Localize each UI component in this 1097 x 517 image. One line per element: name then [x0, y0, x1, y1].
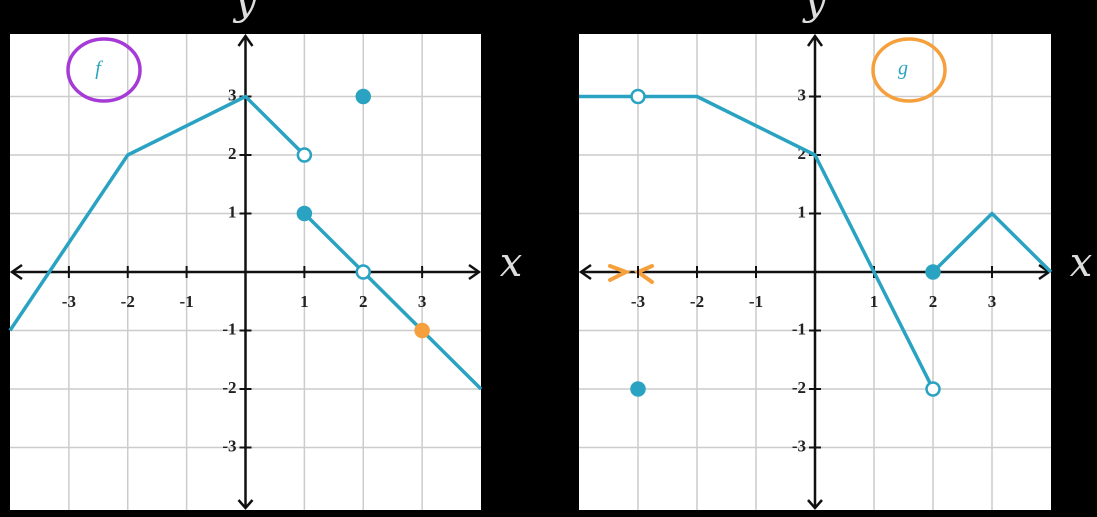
label-circle	[66, 37, 142, 103]
open-point	[630, 88, 646, 105]
function-line	[8, 94, 306, 332]
y-tick-label: 1	[228, 202, 237, 221]
x-tick-label: 1	[300, 292, 309, 311]
closed-point	[925, 264, 941, 280]
x-tick-label: -2	[690, 292, 704, 311]
x-tick-label: -3	[62, 292, 76, 311]
y-tick-label: -3	[792, 436, 806, 455]
closed-point	[296, 205, 313, 222]
y-tick-label: -2	[222, 378, 236, 397]
y-tick-label: -3	[222, 436, 236, 455]
y-tick-label: 1	[798, 202, 807, 221]
x-tick-label: -2	[121, 292, 135, 311]
y-tick-label: 2	[798, 144, 807, 163]
x-tick-label: 1	[870, 292, 879, 311]
x-tick-label: 3	[988, 292, 997, 311]
function-line	[931, 211, 1053, 274]
function-label: g	[898, 58, 908, 80]
y-axis-label: y	[232, 0, 258, 24]
x-tick-label: 3	[418, 292, 427, 311]
closed-point	[414, 322, 430, 339]
y-tick-label: 3	[798, 85, 807, 104]
y-tick-label: 3	[228, 85, 237, 104]
y-tick-label: -1	[222, 319, 236, 338]
x-tick-label: -1	[749, 292, 763, 311]
y-axis-label: y	[802, 0, 828, 24]
open-point	[925, 381, 941, 397]
open-point	[355, 264, 371, 280]
y-tick-label: -1	[792, 319, 806, 338]
x-tick-label: -3	[631, 292, 645, 311]
closed-point	[355, 88, 371, 105]
x-tick-label: 2	[929, 292, 938, 311]
function-label: f	[95, 58, 103, 80]
y-tick-label: -2	[792, 378, 806, 397]
axis-arrows	[9, 33, 482, 510]
x-tick-label: 2	[359, 292, 368, 311]
x-tick-label: -1	[180, 292, 194, 311]
label-circle	[871, 37, 947, 103]
closed-point	[630, 381, 646, 397]
x-axis-label: x	[1070, 240, 1093, 286]
y-tick-label: 2	[228, 144, 237, 163]
x-axis-label: x	[500, 240, 523, 286]
open-point	[296, 147, 313, 163]
